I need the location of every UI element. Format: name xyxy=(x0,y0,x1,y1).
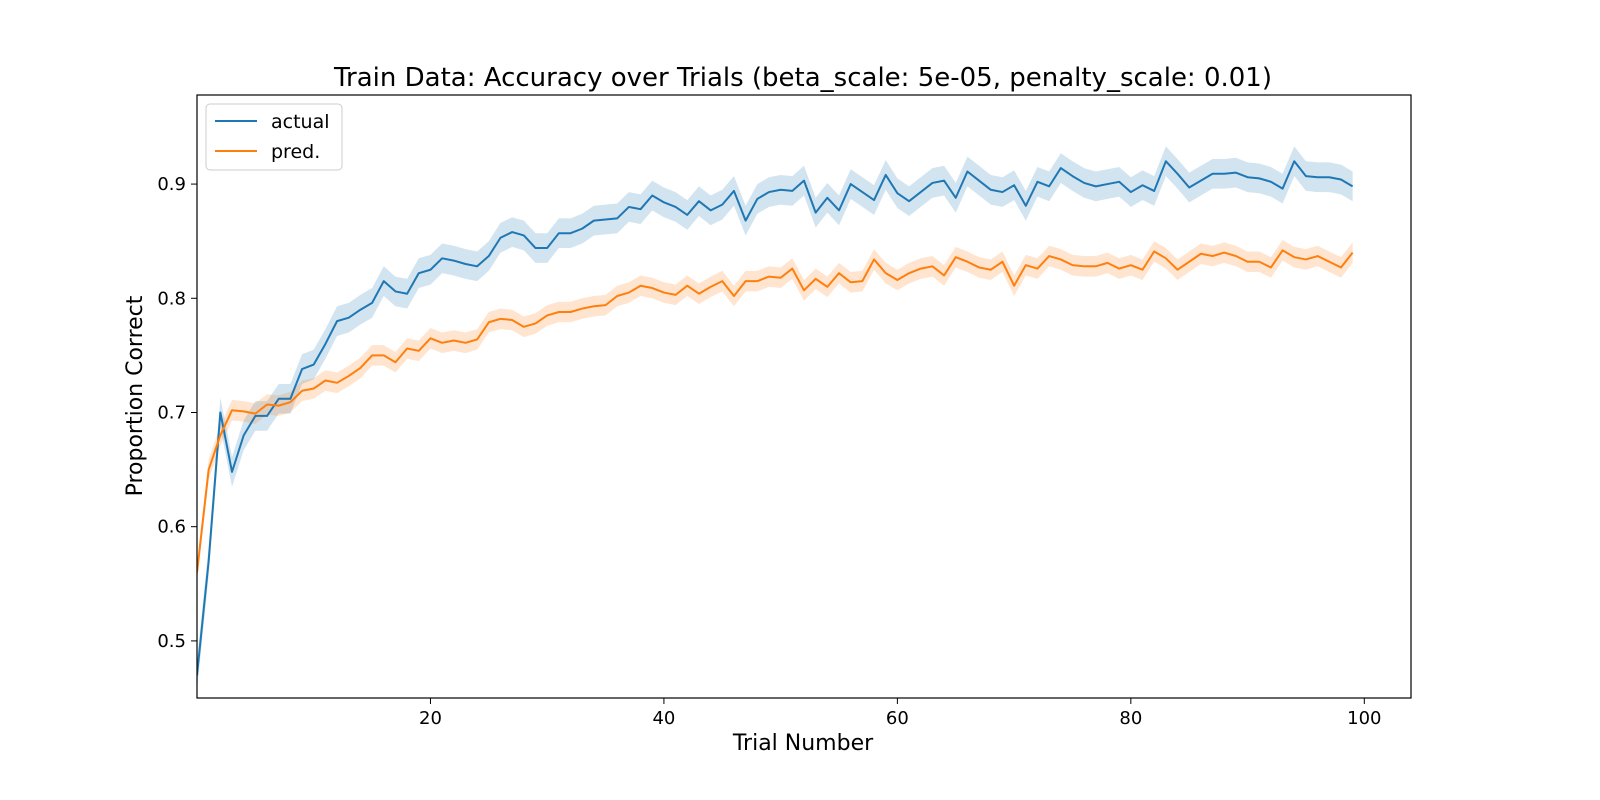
chart-title: Train Data: Accuracy over Trials (beta_s… xyxy=(333,63,1272,93)
x-tick-label: 20 xyxy=(419,708,442,729)
y-tick-label: 0.5 xyxy=(157,631,186,652)
y-axis: 0.5 0.6 0.7 0.8 0.9 xyxy=(157,174,197,652)
x-tick-label: 80 xyxy=(1119,708,1142,729)
legend-label-1: actual xyxy=(271,111,330,133)
y-tick-label: 0.8 xyxy=(157,288,186,309)
y-tick-label: 0.9 xyxy=(157,174,186,195)
legend-label-2: pred. xyxy=(271,141,320,163)
legend: actual pred. xyxy=(205,103,343,171)
series-band-1 xyxy=(197,146,1353,691)
x-tick-label: 100 xyxy=(1347,708,1381,729)
y-tick-label: 0.6 xyxy=(157,517,186,538)
x-axis-label: Trial Number xyxy=(732,731,874,756)
plot-frame xyxy=(196,94,1412,699)
y-tick-label: 0.7 xyxy=(157,402,186,423)
series-lines xyxy=(197,160,1354,676)
y-axis-label: Proportion Correct xyxy=(123,295,148,496)
confidence-bands xyxy=(197,146,1353,691)
series-line-2 xyxy=(197,249,1354,573)
x-tick-label: 40 xyxy=(652,708,675,729)
x-axis: 20 40 60 80 100 xyxy=(419,698,1381,729)
series-line-1 xyxy=(197,160,1354,676)
x-tick-label: 60 xyxy=(886,708,909,729)
